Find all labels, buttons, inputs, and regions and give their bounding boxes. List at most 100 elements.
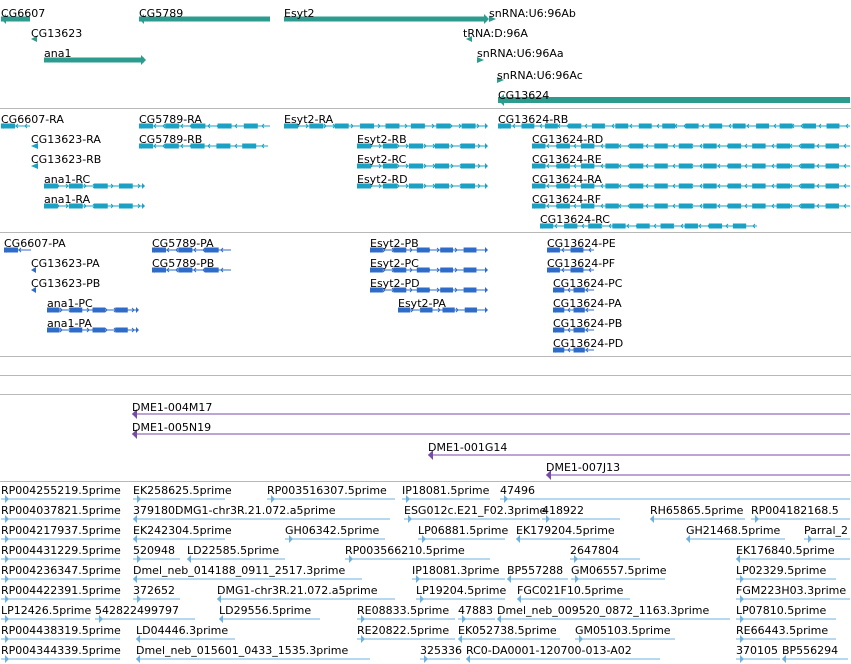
est-track-label[interactable]: BP556294 bbox=[782, 644, 839, 657]
est-track-label[interactable]: EK242304.5prime bbox=[133, 524, 232, 537]
gene-track-label[interactable]: Esyt2 bbox=[284, 7, 315, 20]
protein-track-label[interactable]: CG5789-PA bbox=[152, 237, 214, 250]
mrna-track-label[interactable]: CG13624-RF bbox=[532, 193, 602, 206]
gene-track-label[interactable]: snRNA:U6:96Ab bbox=[489, 7, 576, 20]
protein-track-label[interactable]: CG13624-PE bbox=[547, 237, 616, 250]
est-track-label[interactable]: 379180DMG1-chr3R.21.072.a5prime bbox=[133, 504, 336, 517]
est-track-label[interactable]: RP004037821.5prime bbox=[1, 504, 121, 517]
est-track-label[interactable]: IP18081.5prime bbox=[402, 484, 490, 497]
est-track-label[interactable]: LP02329.5prime bbox=[736, 564, 827, 577]
protein-track-label[interactable]: Esyt2-PC bbox=[370, 257, 419, 270]
mrna-track-label[interactable]: CG13624-RC bbox=[540, 213, 610, 226]
protein-track-label[interactable]: CG13624-PD bbox=[553, 337, 624, 350]
protein-track-label[interactable]: ana1-PA bbox=[47, 317, 92, 330]
mrna-track-label[interactable]: ana1-RC bbox=[44, 173, 91, 186]
est-track-label[interactable]: RE08833.5prime bbox=[357, 604, 450, 617]
mrna-track-label[interactable]: CG13624-RD bbox=[532, 133, 604, 146]
gene-track-label[interactable]: tRNA:D:96A bbox=[463, 27, 528, 40]
est-track-label[interactable]: LD04446.3prime bbox=[136, 624, 229, 637]
est-track-label[interactable]: RE20822.5prime bbox=[357, 624, 450, 637]
gene-track-label[interactable]: ana1 bbox=[44, 47, 72, 60]
est-track-label[interactable]: 370105 bbox=[736, 644, 778, 657]
mrna-track-label[interactable]: CG13623-RB bbox=[31, 153, 102, 166]
protein-track-label[interactable]: CG13624-PF bbox=[547, 257, 616, 270]
est-track-label[interactable]: RP003566210.5prime bbox=[345, 544, 465, 557]
est-track-label[interactable]: GM05103.5prime bbox=[575, 624, 671, 637]
est-track-label[interactable]: Dmel_neb_009520_0872_1163.3prime bbox=[497, 604, 710, 617]
clone-track-label[interactable]: DME1-005N19 bbox=[132, 421, 212, 434]
est-track-label[interactable]: 325336 bbox=[420, 644, 462, 657]
clone-track-label[interactable]: DME1-007J13 bbox=[546, 461, 621, 474]
mrna-track-label[interactable]: Esyt2-RC bbox=[357, 153, 407, 166]
est-track-label[interactable]: 520948 bbox=[133, 544, 175, 557]
mrna-track-label[interactable]: Esyt2-RA bbox=[284, 113, 334, 126]
est-track-label[interactable]: LP07810.5prime bbox=[736, 604, 827, 617]
gene-track-label[interactable]: CG13623 bbox=[31, 27, 83, 40]
est-track-label[interactable]: GH21468.5prime bbox=[686, 524, 781, 537]
protein-track-label[interactable]: CG13623-PA bbox=[31, 257, 100, 270]
protein-track-label[interactable]: Esyt2-PA bbox=[398, 297, 446, 310]
est-track-label[interactable]: 47883 bbox=[458, 604, 493, 617]
est-track-label[interactable]: LD22585.5prime bbox=[187, 544, 280, 557]
est-track-label[interactable]: GH06342.5prime bbox=[285, 524, 380, 537]
mrna-track-label[interactable]: CG13624-RB bbox=[498, 113, 569, 126]
est-track-label[interactable]: RC0-DA0001-120700-013-A02 bbox=[466, 644, 632, 657]
protein-track-label[interactable]: CG6607-PA bbox=[4, 237, 66, 250]
est-track-label[interactable]: RP004344339.5prime bbox=[1, 644, 121, 657]
est-track-label[interactable]: 542822499797 bbox=[95, 604, 179, 617]
est-track-label[interactable]: BP557288 bbox=[507, 564, 564, 577]
gene-track-label[interactable]: snRNA:U6:96Aa bbox=[477, 47, 564, 60]
est-track-label[interactable]: EK258625.5prime bbox=[133, 484, 232, 497]
est-track-label[interactable]: Parral_2 bbox=[804, 524, 849, 537]
est-track-label[interactable]: DMG1-chr3R.21.072.a5prime bbox=[217, 584, 378, 597]
mrna-track-label[interactable]: CG13623-RA bbox=[31, 133, 101, 146]
est-track-label[interactable]: LP19204.5prime bbox=[416, 584, 507, 597]
est-track-label[interactable]: EK052738.5prime bbox=[458, 624, 557, 637]
est-track-label[interactable]: FGC021F10.5prime bbox=[517, 584, 624, 597]
est-track-label[interactable]: RP004217937.5prime bbox=[1, 524, 121, 537]
est-track-label[interactable]: RP003516307.5prime bbox=[267, 484, 387, 497]
gene-track-label[interactable]: CG13624 bbox=[498, 89, 550, 102]
est-track-label[interactable]: LP12426.5prime bbox=[1, 604, 92, 617]
mrna-track-label[interactable]: CG6607-RA bbox=[1, 113, 64, 126]
est-track-label[interactable]: Dmel_neb_014188_0911_2517.3prime bbox=[133, 564, 346, 577]
gene-track-label[interactable]: snRNA:U6:96Ac bbox=[497, 69, 583, 82]
est-track-label[interactable]: 418922 bbox=[542, 504, 584, 517]
est-track-label[interactable]: IP18081.3prime bbox=[412, 564, 500, 577]
est-track-label[interactable]: LD29556.5prime bbox=[219, 604, 312, 617]
est-track-label[interactable]: Dmel_neb_015601_0433_1535.3prime bbox=[136, 644, 349, 657]
mrna-track-label[interactable]: ana1-RA bbox=[44, 193, 91, 206]
est-track-label[interactable]: ESG012c.E21_F02.3prime bbox=[404, 504, 547, 517]
protein-track-label[interactable]: CG13624-PB bbox=[553, 317, 623, 330]
est-track-label[interactable]: RP004431229.5prime bbox=[1, 544, 121, 557]
mrna-track-label[interactable]: Esyt2-RD bbox=[357, 173, 408, 186]
est-track-label[interactable]: 47496 bbox=[500, 484, 535, 497]
est-track-label[interactable]: RP004255219.5prime bbox=[1, 484, 121, 497]
est-track-label[interactable]: RP004182168.5 bbox=[751, 504, 839, 517]
est-track-label[interactable]: EK179204.5prime bbox=[516, 524, 615, 537]
est-track-label[interactable]: RP004422391.5prime bbox=[1, 584, 121, 597]
clone-track-label[interactable]: DME1-004M17 bbox=[132, 401, 213, 414]
protein-track-label[interactable]: CG13624-PA bbox=[553, 297, 622, 310]
protein-track-label[interactable]: CG13623-PB bbox=[31, 277, 101, 290]
est-track-label[interactable]: RP004438319.5prime bbox=[1, 624, 121, 637]
protein-track-label[interactable]: Esyt2-PB bbox=[370, 237, 419, 250]
clone-track-label[interactable]: DME1-001G14 bbox=[428, 441, 508, 454]
mrna-track-label[interactable]: CG13624-RE bbox=[532, 153, 602, 166]
protein-track-label[interactable]: CG5789-PB bbox=[152, 257, 215, 270]
est-track-label[interactable]: RH65865.5prime bbox=[650, 504, 744, 517]
gene-track-label[interactable]: CG6607 bbox=[1, 7, 46, 20]
protein-track-label[interactable]: CG13624-PC bbox=[553, 277, 623, 290]
mrna-track-label[interactable]: CG5789-RB bbox=[139, 133, 203, 146]
est-track-label[interactable]: FGM223H03.3prime bbox=[736, 584, 847, 597]
est-track-label[interactable]: 372652 bbox=[133, 584, 175, 597]
est-track-label[interactable]: RE66443.5prime bbox=[736, 624, 829, 637]
mrna-track-label[interactable]: CG5789-RA bbox=[139, 113, 202, 126]
est-track-label[interactable]: LP06881.5prime bbox=[418, 524, 509, 537]
mrna-track-label[interactable]: Esyt2-RB bbox=[357, 133, 407, 146]
protein-track-label[interactable]: ana1-PC bbox=[47, 297, 93, 310]
est-track-label[interactable]: GM06557.5prime bbox=[571, 564, 667, 577]
est-track-label[interactable]: EK176840.5prime bbox=[736, 544, 835, 557]
est-track-label[interactable]: 2647804 bbox=[570, 544, 619, 557]
gene-track-label[interactable]: CG5789 bbox=[139, 7, 184, 20]
